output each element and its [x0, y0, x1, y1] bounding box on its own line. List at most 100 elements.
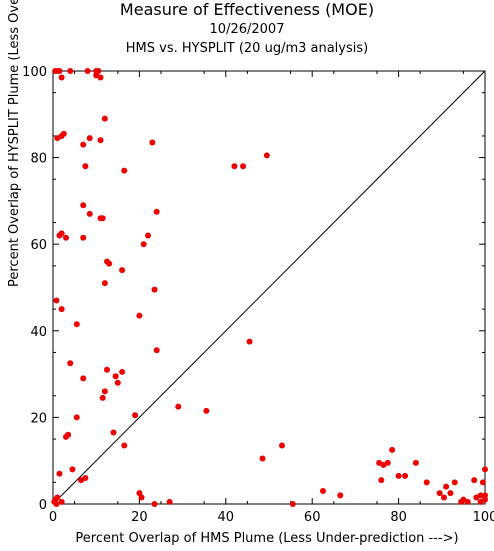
- data-point: [149, 139, 156, 146]
- data-point: [97, 137, 104, 144]
- data-point: [136, 312, 143, 319]
- data-point: [62, 234, 69, 241]
- x-axis-label: Percent Overlap of HMS Plume (Less Under…: [75, 531, 459, 546]
- data-point: [464, 498, 471, 505]
- data-point: [119, 267, 126, 274]
- data-point: [477, 492, 484, 499]
- data-point: [203, 407, 210, 414]
- x-tick-label: 20: [131, 510, 148, 525]
- data-point: [263, 152, 270, 159]
- data-point: [289, 501, 296, 507]
- chart-title: Measure of Effectiveness (MOE): [119, 0, 375, 19]
- data-point: [99, 394, 106, 401]
- data-point: [84, 68, 91, 74]
- data-point: [53, 501, 60, 507]
- data-point: [58, 230, 65, 237]
- data-point: [82, 163, 89, 170]
- data-point: [69, 466, 76, 473]
- one-to-one-line: [52, 70, 486, 505]
- y-tick-label: 20: [30, 411, 47, 426]
- data-point: [110, 429, 117, 436]
- data-point: [440, 494, 447, 501]
- data-point: [259, 455, 266, 462]
- x-tick-label: 60: [304, 510, 321, 525]
- data-point: [119, 368, 126, 375]
- y-tick-label: 0: [39, 498, 47, 513]
- data-point: [402, 472, 409, 479]
- data-point: [56, 68, 63, 74]
- data-point: [60, 130, 67, 137]
- data-point: [451, 479, 458, 486]
- data-point: [80, 141, 87, 148]
- data-point: [73, 414, 80, 421]
- data-point: [121, 442, 128, 449]
- data-point: [80, 234, 87, 241]
- data-point: [447, 490, 454, 497]
- data-point: [240, 163, 247, 170]
- data-point: [99, 215, 106, 222]
- data-point: [73, 321, 80, 328]
- data-point: [86, 135, 93, 142]
- data-point: [56, 470, 63, 477]
- data-point: [93, 68, 100, 74]
- plot-axes: [52, 70, 486, 505]
- data-point: [80, 375, 87, 382]
- data-point: [138, 494, 145, 501]
- data-point: [62, 433, 69, 440]
- data-point: [436, 490, 443, 497]
- data-point: [384, 459, 391, 466]
- chart-subtitle: HMS vs. HYSPLIT (20 ug/m3 analysis): [125, 41, 369, 56]
- data-point: [82, 475, 89, 482]
- y-axis-label: Percent Overlap of HYSPLIT Plume (Less O…: [7, 0, 22, 287]
- y-tick-label: 100: [22, 65, 47, 80]
- reference-line: [52, 70, 486, 505]
- data-point: [246, 338, 253, 345]
- data-point: [114, 379, 121, 386]
- data-point: [175, 403, 182, 410]
- x-tick-label: 80: [390, 510, 407, 525]
- data-point: [54, 494, 61, 501]
- data-point: [477, 498, 484, 505]
- data-point: [482, 492, 488, 499]
- plot-frame: [52, 70, 486, 505]
- data-point: [153, 208, 160, 215]
- data-point: [112, 373, 119, 380]
- data-point: [97, 74, 104, 81]
- x-tick-label: 0: [49, 510, 57, 525]
- data-point: [121, 167, 128, 174]
- data-point: [53, 297, 60, 304]
- data-point: [423, 479, 430, 486]
- data-point: [80, 202, 87, 209]
- data-point: [389, 446, 396, 453]
- data-point: [101, 388, 108, 395]
- data-point: [145, 232, 152, 239]
- data-point: [58, 74, 65, 81]
- data-point: [395, 472, 402, 479]
- data-point: [479, 479, 486, 486]
- data-point: [151, 286, 158, 293]
- x-tick-label: 40: [218, 510, 235, 525]
- data-point: [412, 459, 419, 466]
- data-point: [106, 260, 113, 267]
- data-point: [101, 280, 108, 287]
- data-point: [140, 241, 147, 248]
- data-point: [443, 483, 450, 490]
- data-point: [58, 306, 65, 313]
- data-point: [471, 477, 478, 484]
- data-point: [153, 347, 160, 354]
- data-point: [132, 412, 139, 419]
- data-point: [320, 488, 326, 495]
- tick-labels: 0 20 40 60 80 100 0 20 40 60 80 100: [22, 65, 494, 525]
- data-point: [86, 210, 93, 217]
- data-points: [51, 68, 488, 507]
- data-point: [151, 501, 158, 507]
- y-tick-label: 60: [30, 238, 47, 253]
- x-tick-label: 100: [473, 510, 494, 525]
- data-point: [337, 492, 344, 499]
- data-point: [101, 115, 108, 122]
- y-tick-label: 40: [30, 325, 47, 340]
- data-point: [376, 459, 383, 466]
- data-point: [58, 498, 65, 505]
- data-point: [67, 68, 74, 74]
